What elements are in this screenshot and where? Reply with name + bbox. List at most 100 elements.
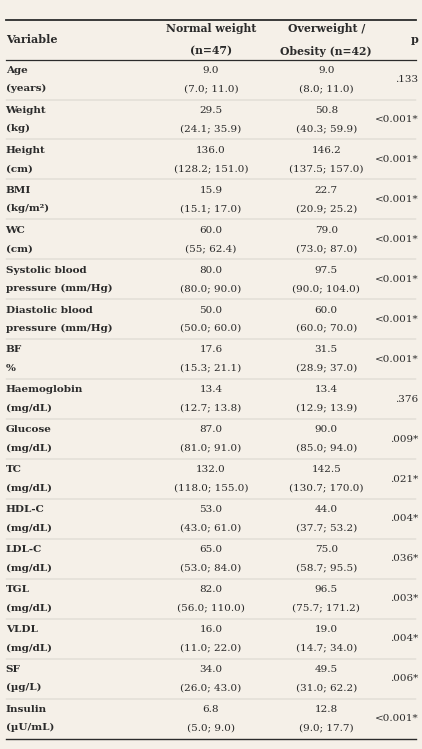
Text: pressure (mm/Hg): pressure (mm/Hg) [5,284,112,293]
Text: TGL: TGL [5,585,30,594]
Text: (mg/dL): (mg/dL) [5,604,51,613]
Text: (56.0; 110.0): (56.0; 110.0) [177,604,245,613]
Text: 13.4: 13.4 [200,386,222,395]
Text: 44.0: 44.0 [315,506,338,515]
Text: (mg/dL): (mg/dL) [5,484,51,493]
Text: Haemoglobin: Haemoglobin [5,386,83,395]
Text: <0.001*: <0.001* [375,715,419,724]
Text: (53.0; 84.0): (53.0; 84.0) [180,563,242,572]
Text: (14.7; 34.0): (14.7; 34.0) [296,643,357,652]
Text: Variable: Variable [5,34,57,46]
Text: (mg/dL): (mg/dL) [5,563,51,573]
Text: 9.0: 9.0 [318,66,335,75]
Text: BF: BF [5,345,22,354]
Text: .036*: .036* [390,554,419,563]
Text: (µg/L): (µg/L) [5,683,41,693]
Text: 13.4: 13.4 [315,386,338,395]
Text: (50.0; 60.0): (50.0; 60.0) [180,324,242,333]
Text: TC: TC [5,465,22,474]
Text: (5.0; 9.0): (5.0; 9.0) [187,724,235,733]
Text: (11.0; 22.0): (11.0; 22.0) [180,643,242,652]
Text: 65.0: 65.0 [200,545,222,554]
Text: (90.0; 104.0): (90.0; 104.0) [292,284,360,293]
Text: 90.0: 90.0 [315,425,338,434]
Text: Age: Age [5,66,27,75]
Text: 136.0: 136.0 [196,146,226,155]
Text: <0.001*: <0.001* [375,355,419,364]
Text: <0.001*: <0.001* [375,195,419,204]
Text: .003*: .003* [390,595,419,604]
Text: 15.9: 15.9 [200,186,222,195]
Text: (mg/dL): (mg/dL) [5,443,51,453]
Text: Insulin: Insulin [5,705,47,714]
Text: 50.0: 50.0 [200,306,222,315]
Text: (130.7; 170.0): (130.7; 170.0) [289,484,363,493]
Text: 16.0: 16.0 [200,625,222,634]
Text: <0.001*: <0.001* [375,115,419,124]
Text: (µU/mL): (µU/mL) [5,724,54,733]
Text: (31.0; 62.2): (31.0; 62.2) [296,683,357,692]
Text: (cm): (cm) [5,164,32,173]
Text: (40.3; 59.9): (40.3; 59.9) [296,124,357,133]
Text: (12.9; 13.9): (12.9; 13.9) [296,404,357,413]
Text: (81.0; 91.0): (81.0; 91.0) [180,443,242,452]
Text: (137.5; 157.0): (137.5; 157.0) [289,164,363,173]
Text: (15.3; 21.1): (15.3; 21.1) [180,364,242,373]
Text: .021*: .021* [390,475,419,484]
Text: .133: .133 [395,75,419,84]
Text: .004*: .004* [390,634,419,643]
Text: LDL-C: LDL-C [5,545,42,554]
Text: 19.0: 19.0 [315,625,338,634]
Text: <0.001*: <0.001* [375,275,419,284]
Text: (cm): (cm) [5,244,32,253]
Text: (12.7; 13.8): (12.7; 13.8) [180,404,242,413]
Text: 142.5: 142.5 [311,465,341,474]
Text: .006*: .006* [390,674,419,683]
Text: WC: WC [5,225,25,234]
Text: (80.0; 90.0): (80.0; 90.0) [180,284,242,293]
Text: .009*: .009* [390,434,419,443]
Text: 60.0: 60.0 [200,225,222,234]
Text: Diastolic blood: Diastolic blood [5,306,92,315]
Text: BMI: BMI [5,186,31,195]
Text: SF: SF [5,665,20,674]
Text: (mg/dL): (mg/dL) [5,404,51,413]
Text: 9.0: 9.0 [203,66,219,75]
Text: (118.0; 155.0): (118.0; 155.0) [174,484,248,493]
Text: 97.5: 97.5 [315,266,338,275]
Text: pressure (mm/Hg): pressure (mm/Hg) [5,324,112,333]
Text: 82.0: 82.0 [200,585,222,594]
Text: <0.001*: <0.001* [375,315,419,324]
Text: .376: .376 [395,395,419,404]
Text: (kg): (kg) [5,124,30,133]
Text: <0.001*: <0.001* [375,235,419,244]
Text: (75.7; 171.2): (75.7; 171.2) [292,604,360,613]
Text: Systolic blood: Systolic blood [5,266,86,275]
Text: Normal weight: Normal weight [166,23,256,34]
Text: 22.7: 22.7 [315,186,338,195]
Text: Glucose: Glucose [5,425,51,434]
Text: .004*: .004* [390,515,419,524]
Text: (9.0; 17.7): (9.0; 17.7) [299,724,354,733]
Text: (37.7; 53.2): (37.7; 53.2) [296,524,357,533]
Text: p: p [411,34,419,46]
Text: (85.0; 94.0): (85.0; 94.0) [296,443,357,452]
Text: 132.0: 132.0 [196,465,226,474]
Text: 12.8: 12.8 [315,705,338,714]
Text: Weight: Weight [5,106,46,115]
Text: 17.6: 17.6 [200,345,222,354]
Text: 29.5: 29.5 [200,106,222,115]
Text: VLDL: VLDL [5,625,38,634]
Text: 34.0: 34.0 [200,665,222,674]
Text: (55; 62.4): (55; 62.4) [185,244,237,253]
Text: (43.0; 61.0): (43.0; 61.0) [180,524,242,533]
Text: Height: Height [5,146,45,155]
Text: (mg/dL): (mg/dL) [5,643,51,652]
Text: (128.2; 151.0): (128.2; 151.0) [174,164,248,173]
Text: 50.8: 50.8 [315,106,338,115]
Text: (28.9; 37.0): (28.9; 37.0) [296,364,357,373]
Text: 96.5: 96.5 [315,585,338,594]
Text: 31.5: 31.5 [315,345,338,354]
Text: (kg/m²): (kg/m²) [5,204,49,213]
Text: 75.0: 75.0 [315,545,338,554]
